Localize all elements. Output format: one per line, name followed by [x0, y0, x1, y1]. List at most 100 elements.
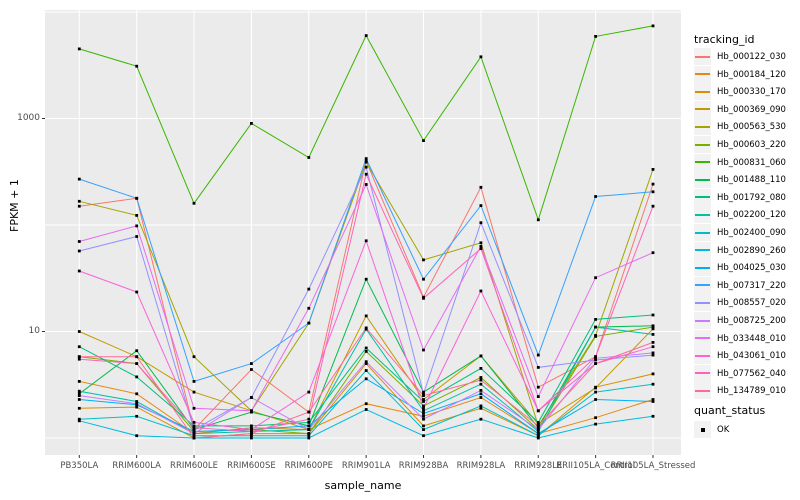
data-point: [250, 122, 253, 125]
data-point: [364, 326, 368, 330]
data-point: [536, 385, 540, 389]
legend-item-label: Hb_002890_260: [717, 245, 786, 256]
data-point: [651, 351, 655, 355]
data-point: [77, 392, 81, 396]
series-color-line-icon: [695, 73, 710, 76]
data-point: [536, 432, 540, 435]
series-color-line-icon: [695, 161, 710, 164]
data-point: [422, 424, 425, 428]
panel-background: [45, 10, 681, 455]
data-point: [422, 139, 425, 142]
legend-item-label: Hb_000603_220: [717, 140, 786, 150]
data-point: [250, 432, 253, 435]
legend-item-label: Hb_008725_200: [717, 316, 786, 326]
x-tick-label: RRIM600PE: [284, 461, 333, 471]
series-color-line-icon: [695, 337, 710, 340]
data-point: [422, 277, 425, 281]
data-point: [479, 221, 483, 225]
x-tick-label: RRIM901LA: [341, 461, 391, 471]
data-point: [479, 241, 483, 245]
data-point: [307, 417, 311, 421]
data-point: [422, 392, 425, 396]
data-point: [77, 240, 81, 243]
legend-key-swatch: [694, 382, 711, 400]
data-point: [422, 398, 425, 401]
data-point: [422, 296, 425, 300]
data-point: [651, 333, 655, 336]
data-point: [135, 402, 139, 406]
data-point: [594, 195, 597, 198]
data-point: [594, 358, 597, 362]
data-point: [422, 348, 425, 352]
legend-item-label: Hb_134789_010: [717, 386, 786, 397]
legend-key-swatch: [694, 347, 711, 365]
data-point: [536, 428, 540, 431]
data-point: [135, 392, 139, 396]
legend-key-swatch: [694, 65, 711, 83]
data-point: [422, 406, 425, 410]
x-tick-label: RRIM600SE: [227, 461, 276, 471]
data-point: [364, 350, 368, 353]
data-point: [192, 406, 196, 410]
data-point: [479, 185, 483, 189]
data-point: [77, 417, 81, 421]
data-point: [536, 424, 540, 428]
data-point: [594, 35, 597, 38]
data-point: [651, 327, 655, 331]
series-color-line-icon: [695, 354, 710, 357]
data-point: [651, 382, 655, 386]
data-point: [135, 349, 139, 353]
legend-key-swatch: [694, 276, 711, 294]
data-point: [594, 356, 597, 360]
data-point: [536, 422, 540, 426]
data-point: [422, 409, 425, 413]
data-point: [250, 396, 253, 399]
legend-item-label: Hb_004025_030: [717, 263, 786, 274]
data-point: [192, 390, 196, 394]
data-point: [250, 426, 253, 430]
data-point: [364, 369, 368, 372]
series-color-line-icon: [695, 196, 710, 199]
data-point: [307, 390, 311, 394]
data-point: [307, 436, 311, 440]
data-point: [135, 64, 139, 68]
data-point: [192, 426, 196, 430]
data-point: [651, 182, 655, 186]
data-point: [364, 408, 368, 411]
data-point: [479, 406, 483, 410]
data-point: [250, 362, 253, 365]
data-point: [594, 355, 597, 359]
data-point: [77, 355, 81, 359]
data-point: [192, 434, 196, 438]
data-point: [536, 430, 540, 433]
data-point: [364, 402, 368, 406]
data-point: [135, 405, 139, 409]
data-point: [594, 325, 597, 329]
data-point: [422, 417, 425, 421]
data-point: [135, 400, 139, 403]
data-point: [135, 434, 139, 438]
legend-key-swatch: [694, 136, 711, 153]
series-color-line-icon: [695, 90, 710, 93]
data-point: [192, 380, 196, 383]
series-color-line-icon: [695, 284, 710, 287]
data-point: [651, 414, 655, 418]
data-point: [307, 306, 311, 310]
data-point: [479, 376, 483, 379]
data-point: [307, 287, 311, 291]
legend-item-label: Hb_001792_080: [717, 192, 786, 203]
data-point: [651, 168, 655, 171]
data-point: [479, 204, 483, 207]
data-point: [307, 410, 311, 414]
data-point: [594, 318, 597, 321]
legend-item-label: Hb_077562_040: [717, 368, 786, 379]
series-color-line-icon: [695, 301, 710, 304]
data-point: [594, 362, 597, 365]
data-point: [77, 389, 81, 393]
data-point: [77, 330, 81, 333]
legend-item-label: Hb_000330_170: [717, 87, 786, 98]
data-point: [422, 428, 425, 431]
legend-key-ok: [694, 421, 711, 438]
legend-title-quant-status: quant_status: [694, 404, 766, 417]
data-point: [364, 160, 368, 164]
